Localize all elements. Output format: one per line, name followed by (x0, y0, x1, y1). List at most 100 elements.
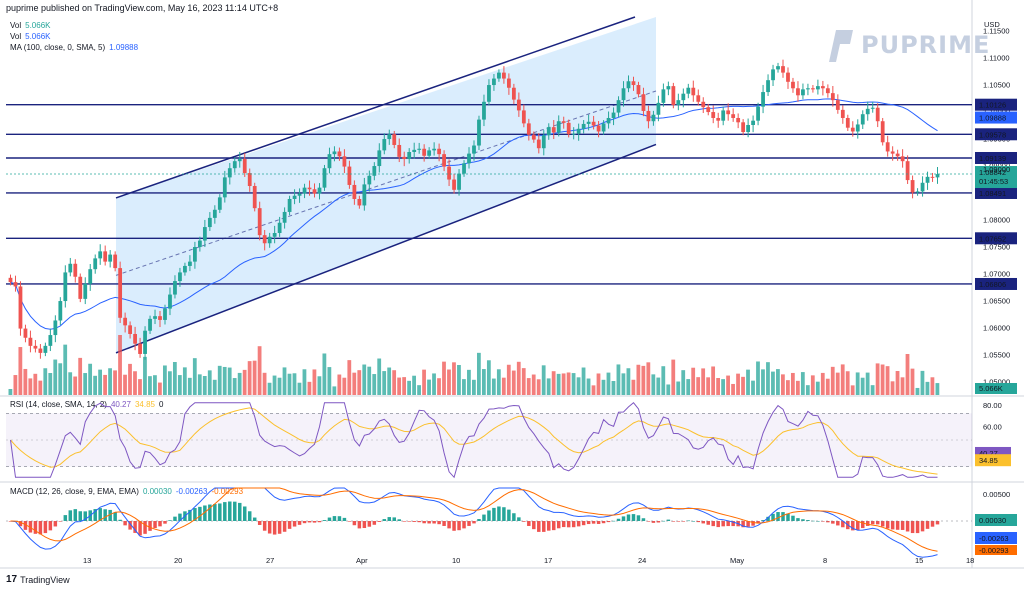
macd-histogram-bar (447, 521, 451, 529)
candle-body (756, 106, 760, 121)
volume-bar (840, 364, 845, 395)
macd-histogram-bar (537, 521, 541, 532)
volume-bar (63, 344, 68, 395)
volume-bar (850, 385, 855, 395)
time-tick-label: 10 (452, 556, 460, 565)
volume-bar (731, 383, 735, 395)
volume-bar (651, 374, 656, 395)
volume-bar (177, 375, 182, 395)
volume-bar (571, 373, 576, 395)
candle-body (516, 99, 521, 111)
macd-histogram-bar (741, 521, 745, 528)
volume-bar (591, 385, 596, 395)
volume-bar (511, 370, 516, 395)
macd-histogram-bar (507, 509, 511, 521)
volume-bar (601, 379, 606, 395)
volume-bar (38, 380, 43, 395)
candle-body (551, 127, 556, 133)
macd-histogram-bar (382, 519, 387, 521)
volume-bar (287, 373, 292, 395)
volume-bar (187, 377, 192, 395)
rsi-line (10, 401, 938, 479)
candle-body (591, 121, 596, 126)
volume-bar (237, 372, 242, 395)
candle-body (726, 110, 731, 115)
volume-bar (771, 371, 775, 395)
macd-legend-value: -0.00263 (175, 487, 208, 496)
macd-histogram-bar (98, 508, 102, 521)
volume-bar (282, 367, 287, 395)
volume-bar (621, 373, 626, 395)
macd-line (10, 487, 938, 558)
volume-legend-label: Vol (10, 32, 22, 41)
candle-body (332, 151, 337, 155)
macd-histogram-bar (53, 521, 58, 527)
volume-bar (496, 369, 501, 395)
volume-bar (711, 366, 716, 395)
macd-histogram-bar (766, 516, 770, 521)
candle-body (287, 198, 292, 212)
macd-histogram-bar (527, 521, 531, 526)
macd-histogram-bar (566, 521, 571, 528)
volume-bar (746, 369, 750, 395)
macd-histogram-bar (68, 510, 73, 521)
macd-histogram-bar (492, 507, 496, 521)
candle-body (392, 134, 397, 145)
volume-bar (556, 373, 561, 395)
time-tick-label: 24 (638, 556, 646, 565)
macd-histogram-bar (522, 521, 526, 522)
candle-body (33, 345, 38, 349)
candle-body (776, 66, 780, 70)
candle-body (183, 265, 187, 273)
candle-body (686, 87, 691, 94)
candle-body (566, 122, 571, 135)
candle-body (128, 325, 133, 334)
volume-bar (835, 372, 840, 395)
macd-histogram-bar (297, 521, 302, 525)
candle-body (935, 174, 940, 178)
candle-body (342, 156, 347, 167)
volume-bar (885, 366, 890, 395)
macd-histogram-bar (238, 502, 242, 521)
macd-histogram-bar (138, 521, 142, 536)
rsi-legend: RSI (14, close, SMA, 14, 2) 40.27 34.85 0 (10, 400, 167, 409)
candle-body (487, 85, 491, 102)
macd-histogram-bar (861, 521, 865, 529)
candle-body (546, 127, 551, 136)
candle-body (362, 184, 367, 206)
macd-histogram-bar (462, 521, 466, 529)
macd-histogram-bar (731, 521, 735, 527)
volume-bar (576, 377, 581, 395)
macd-histogram-bar (342, 517, 347, 521)
macd-hist-tag (975, 514, 1017, 526)
macd-legend-label: MACD (12, 26, close, 9, EMA, EMA) (10, 487, 139, 496)
volume-bar (810, 375, 815, 395)
macd-histogram-bar (73, 509, 78, 521)
candle-body (910, 180, 915, 193)
volume-bar (790, 372, 795, 395)
macd-histogram-bar (781, 512, 785, 521)
macd-histogram-bar (432, 521, 436, 524)
candle-body (786, 72, 790, 82)
macd-hist-legend-value: 0.00030 (142, 487, 172, 496)
candle-body (212, 209, 217, 218)
macd-histogram-bar (796, 518, 800, 521)
candle-body (163, 308, 167, 320)
candle-body (447, 166, 451, 180)
candle-body (222, 177, 227, 198)
candle-body (367, 175, 372, 185)
volume-bar (726, 375, 730, 395)
volume-bar (312, 369, 317, 395)
macd-histogram-bar (631, 514, 636, 521)
macd-histogram-bar (606, 521, 611, 523)
volume-bar (476, 352, 481, 395)
volume-bar (397, 377, 402, 395)
currency-label: USD (984, 20, 1000, 29)
volume-bar (756, 361, 760, 395)
macd-histogram-bar (277, 521, 282, 534)
volume-bar (83, 373, 88, 395)
volume-bar (217, 365, 222, 395)
volume-bar (242, 369, 247, 395)
volume-bar (442, 361, 446, 395)
